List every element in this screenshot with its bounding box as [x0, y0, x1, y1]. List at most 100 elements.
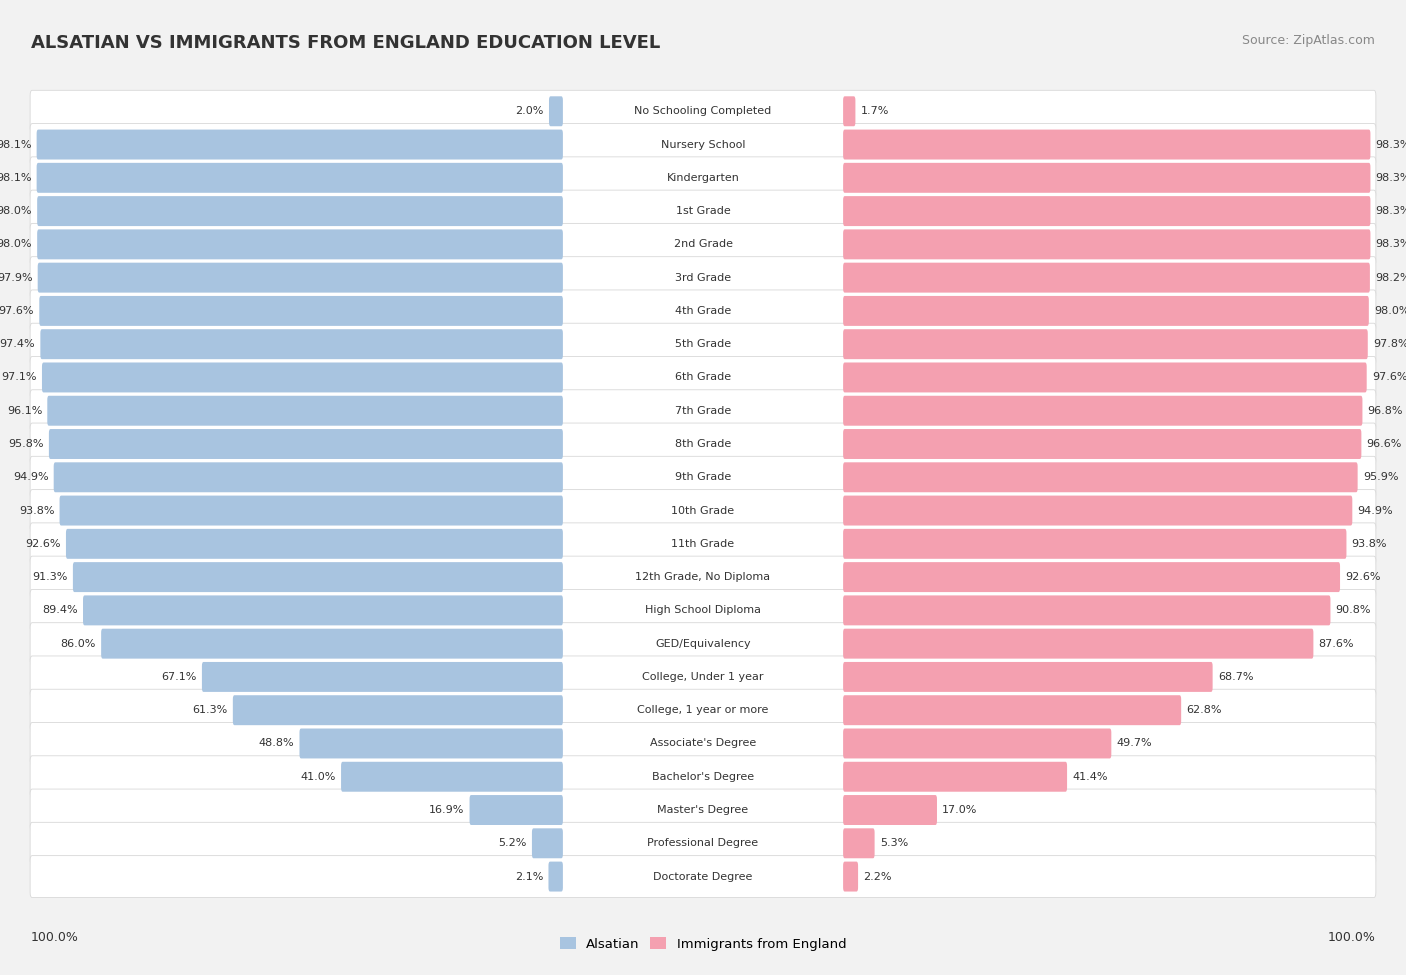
Text: 67.1%: 67.1% [162, 672, 197, 682]
Text: 98.0%: 98.0% [0, 240, 32, 250]
Text: 6th Grade: 6th Grade [675, 372, 731, 382]
Text: 89.4%: 89.4% [42, 605, 77, 615]
Text: 95.9%: 95.9% [1362, 472, 1399, 483]
Text: 91.3%: 91.3% [32, 572, 67, 582]
FancyBboxPatch shape [30, 722, 1376, 764]
FancyBboxPatch shape [83, 596, 562, 625]
FancyBboxPatch shape [844, 396, 1362, 426]
FancyBboxPatch shape [37, 130, 562, 160]
FancyBboxPatch shape [342, 761, 562, 792]
FancyBboxPatch shape [844, 462, 1358, 492]
Text: 98.3%: 98.3% [1375, 173, 1406, 183]
FancyBboxPatch shape [844, 262, 1369, 292]
Text: 98.3%: 98.3% [1375, 206, 1406, 216]
FancyBboxPatch shape [202, 662, 562, 692]
Text: 96.8%: 96.8% [1368, 406, 1403, 415]
Text: 98.3%: 98.3% [1375, 139, 1406, 149]
FancyBboxPatch shape [844, 429, 1361, 459]
Text: 48.8%: 48.8% [259, 738, 294, 749]
Text: 98.0%: 98.0% [0, 206, 32, 216]
Text: 98.1%: 98.1% [0, 139, 31, 149]
FancyBboxPatch shape [66, 528, 562, 559]
Text: 94.9%: 94.9% [13, 472, 49, 483]
FancyBboxPatch shape [844, 196, 1371, 226]
Text: 7th Grade: 7th Grade [675, 406, 731, 415]
FancyBboxPatch shape [30, 423, 1376, 465]
Text: 41.4%: 41.4% [1073, 772, 1108, 782]
Text: 2nd Grade: 2nd Grade [673, 240, 733, 250]
FancyBboxPatch shape [30, 756, 1376, 798]
FancyBboxPatch shape [30, 822, 1376, 864]
FancyBboxPatch shape [42, 363, 562, 392]
FancyBboxPatch shape [30, 689, 1376, 731]
Text: 98.3%: 98.3% [1375, 240, 1406, 250]
Text: 92.6%: 92.6% [1346, 572, 1381, 582]
FancyBboxPatch shape [30, 856, 1376, 898]
FancyBboxPatch shape [299, 728, 562, 759]
FancyBboxPatch shape [844, 761, 1067, 792]
FancyBboxPatch shape [844, 795, 936, 825]
Text: 1.7%: 1.7% [860, 106, 889, 116]
FancyBboxPatch shape [844, 695, 1181, 725]
Text: 41.0%: 41.0% [301, 772, 336, 782]
FancyBboxPatch shape [844, 296, 1369, 326]
FancyBboxPatch shape [233, 695, 562, 725]
Text: 2.1%: 2.1% [515, 872, 543, 881]
Text: 100.0%: 100.0% [1327, 931, 1375, 944]
FancyBboxPatch shape [844, 728, 1111, 759]
FancyBboxPatch shape [30, 656, 1376, 698]
Text: 96.6%: 96.6% [1367, 439, 1402, 449]
FancyBboxPatch shape [844, 495, 1353, 526]
Text: Doctorate Degree: Doctorate Degree [654, 872, 752, 881]
FancyBboxPatch shape [548, 862, 562, 891]
Text: 1st Grade: 1st Grade [676, 206, 730, 216]
FancyBboxPatch shape [844, 596, 1330, 625]
Text: 5th Grade: 5th Grade [675, 339, 731, 349]
Text: 68.7%: 68.7% [1218, 672, 1253, 682]
FancyBboxPatch shape [531, 829, 562, 858]
Text: 2.2%: 2.2% [863, 872, 891, 881]
Legend: Alsatian, Immigrants from England: Alsatian, Immigrants from England [554, 932, 852, 956]
Text: Source: ZipAtlas.com: Source: ZipAtlas.com [1241, 34, 1375, 47]
Text: College, Under 1 year: College, Under 1 year [643, 672, 763, 682]
FancyBboxPatch shape [844, 862, 858, 891]
FancyBboxPatch shape [30, 523, 1376, 565]
FancyBboxPatch shape [844, 528, 1347, 559]
FancyBboxPatch shape [38, 262, 562, 292]
FancyBboxPatch shape [30, 157, 1376, 199]
FancyBboxPatch shape [844, 97, 855, 126]
FancyBboxPatch shape [844, 629, 1313, 659]
FancyBboxPatch shape [30, 256, 1376, 298]
FancyBboxPatch shape [30, 91, 1376, 133]
FancyBboxPatch shape [30, 489, 1376, 531]
Text: 8th Grade: 8th Grade [675, 439, 731, 449]
Text: 62.8%: 62.8% [1187, 705, 1222, 716]
Text: Kindergarten: Kindergarten [666, 173, 740, 183]
Text: 5.2%: 5.2% [499, 838, 527, 848]
FancyBboxPatch shape [30, 190, 1376, 232]
FancyBboxPatch shape [30, 623, 1376, 665]
FancyBboxPatch shape [844, 563, 1340, 592]
Text: 10th Grade: 10th Grade [672, 506, 734, 516]
Text: 95.8%: 95.8% [8, 439, 44, 449]
FancyBboxPatch shape [844, 330, 1368, 359]
Text: 86.0%: 86.0% [60, 639, 96, 648]
FancyBboxPatch shape [844, 662, 1212, 692]
Text: 97.8%: 97.8% [1372, 339, 1406, 349]
FancyBboxPatch shape [37, 163, 562, 193]
Text: 9th Grade: 9th Grade [675, 472, 731, 483]
Text: Master's Degree: Master's Degree [658, 805, 748, 815]
FancyBboxPatch shape [30, 357, 1376, 399]
FancyBboxPatch shape [37, 229, 562, 259]
FancyBboxPatch shape [101, 629, 562, 659]
FancyBboxPatch shape [49, 429, 562, 459]
Text: 4th Grade: 4th Grade [675, 306, 731, 316]
Text: ALSATIAN VS IMMIGRANTS FROM ENGLAND EDUCATION LEVEL: ALSATIAN VS IMMIGRANTS FROM ENGLAND EDUC… [31, 34, 661, 52]
FancyBboxPatch shape [30, 456, 1376, 498]
Text: 97.9%: 97.9% [0, 273, 32, 283]
FancyBboxPatch shape [41, 330, 562, 359]
FancyBboxPatch shape [844, 229, 1371, 259]
Text: GED/Equivalency: GED/Equivalency [655, 639, 751, 648]
Text: 93.8%: 93.8% [18, 506, 55, 516]
Text: 94.9%: 94.9% [1357, 506, 1393, 516]
